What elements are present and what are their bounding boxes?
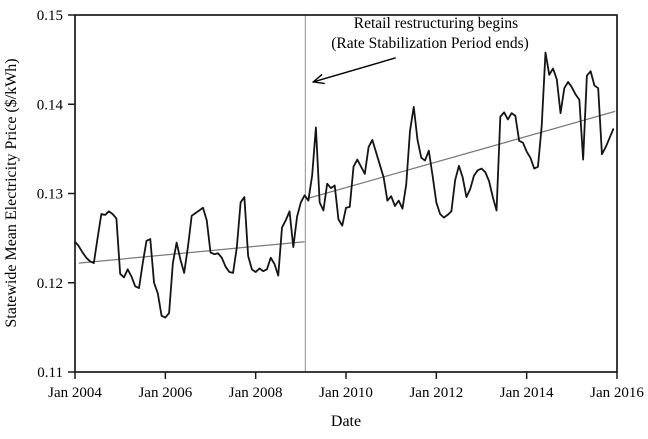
annotation-arrow [311,57,396,85]
x-tick-label: Jan 2014 [500,385,554,401]
y-tick-label: 0.11 [37,365,63,381]
plot-frame-layer [74,14,618,373]
annotation-text-line2: (Rate Stabilization Period ends) [331,35,529,52]
x-tick-label: Jan 2008 [229,385,283,401]
y-axis-title: Statewide Mean Electricity Price ($/kWh) [3,58,20,327]
y-tick-label: 0.14 [37,97,64,113]
y-tick-label: 0.12 [37,276,63,292]
post-period-linear-trend [305,110,616,200]
x-axis-title: Date [331,413,361,430]
x-tick-label: Jan 2004 [48,385,102,401]
x-tick-label: Jan 2016 [590,385,644,401]
arrow-head-icon [311,74,325,85]
annotation-text-line1: Retail restructuring begins [354,15,518,32]
plot-frame [74,14,618,373]
electricity-price-line [74,51,615,319]
x-tick-label: Jan 2012 [409,385,463,401]
axis-ticks-layer: 0.11 0.12 0.13 0.14 0.15 Jan 2004 Jan 2006 Jan … [37,8,645,401]
y-tick-label: 0.15 [37,8,63,24]
data-series-layer [74,51,615,319]
y-tick-label: 0.13 [37,187,63,203]
trend-lines-layer [78,110,616,264]
x-tick-label: Jan 2006 [138,385,192,401]
arrow-shaft [313,57,396,83]
pre-period-linear-trend [78,241,305,264]
x-tick-label: Jan 2010 [319,385,373,401]
